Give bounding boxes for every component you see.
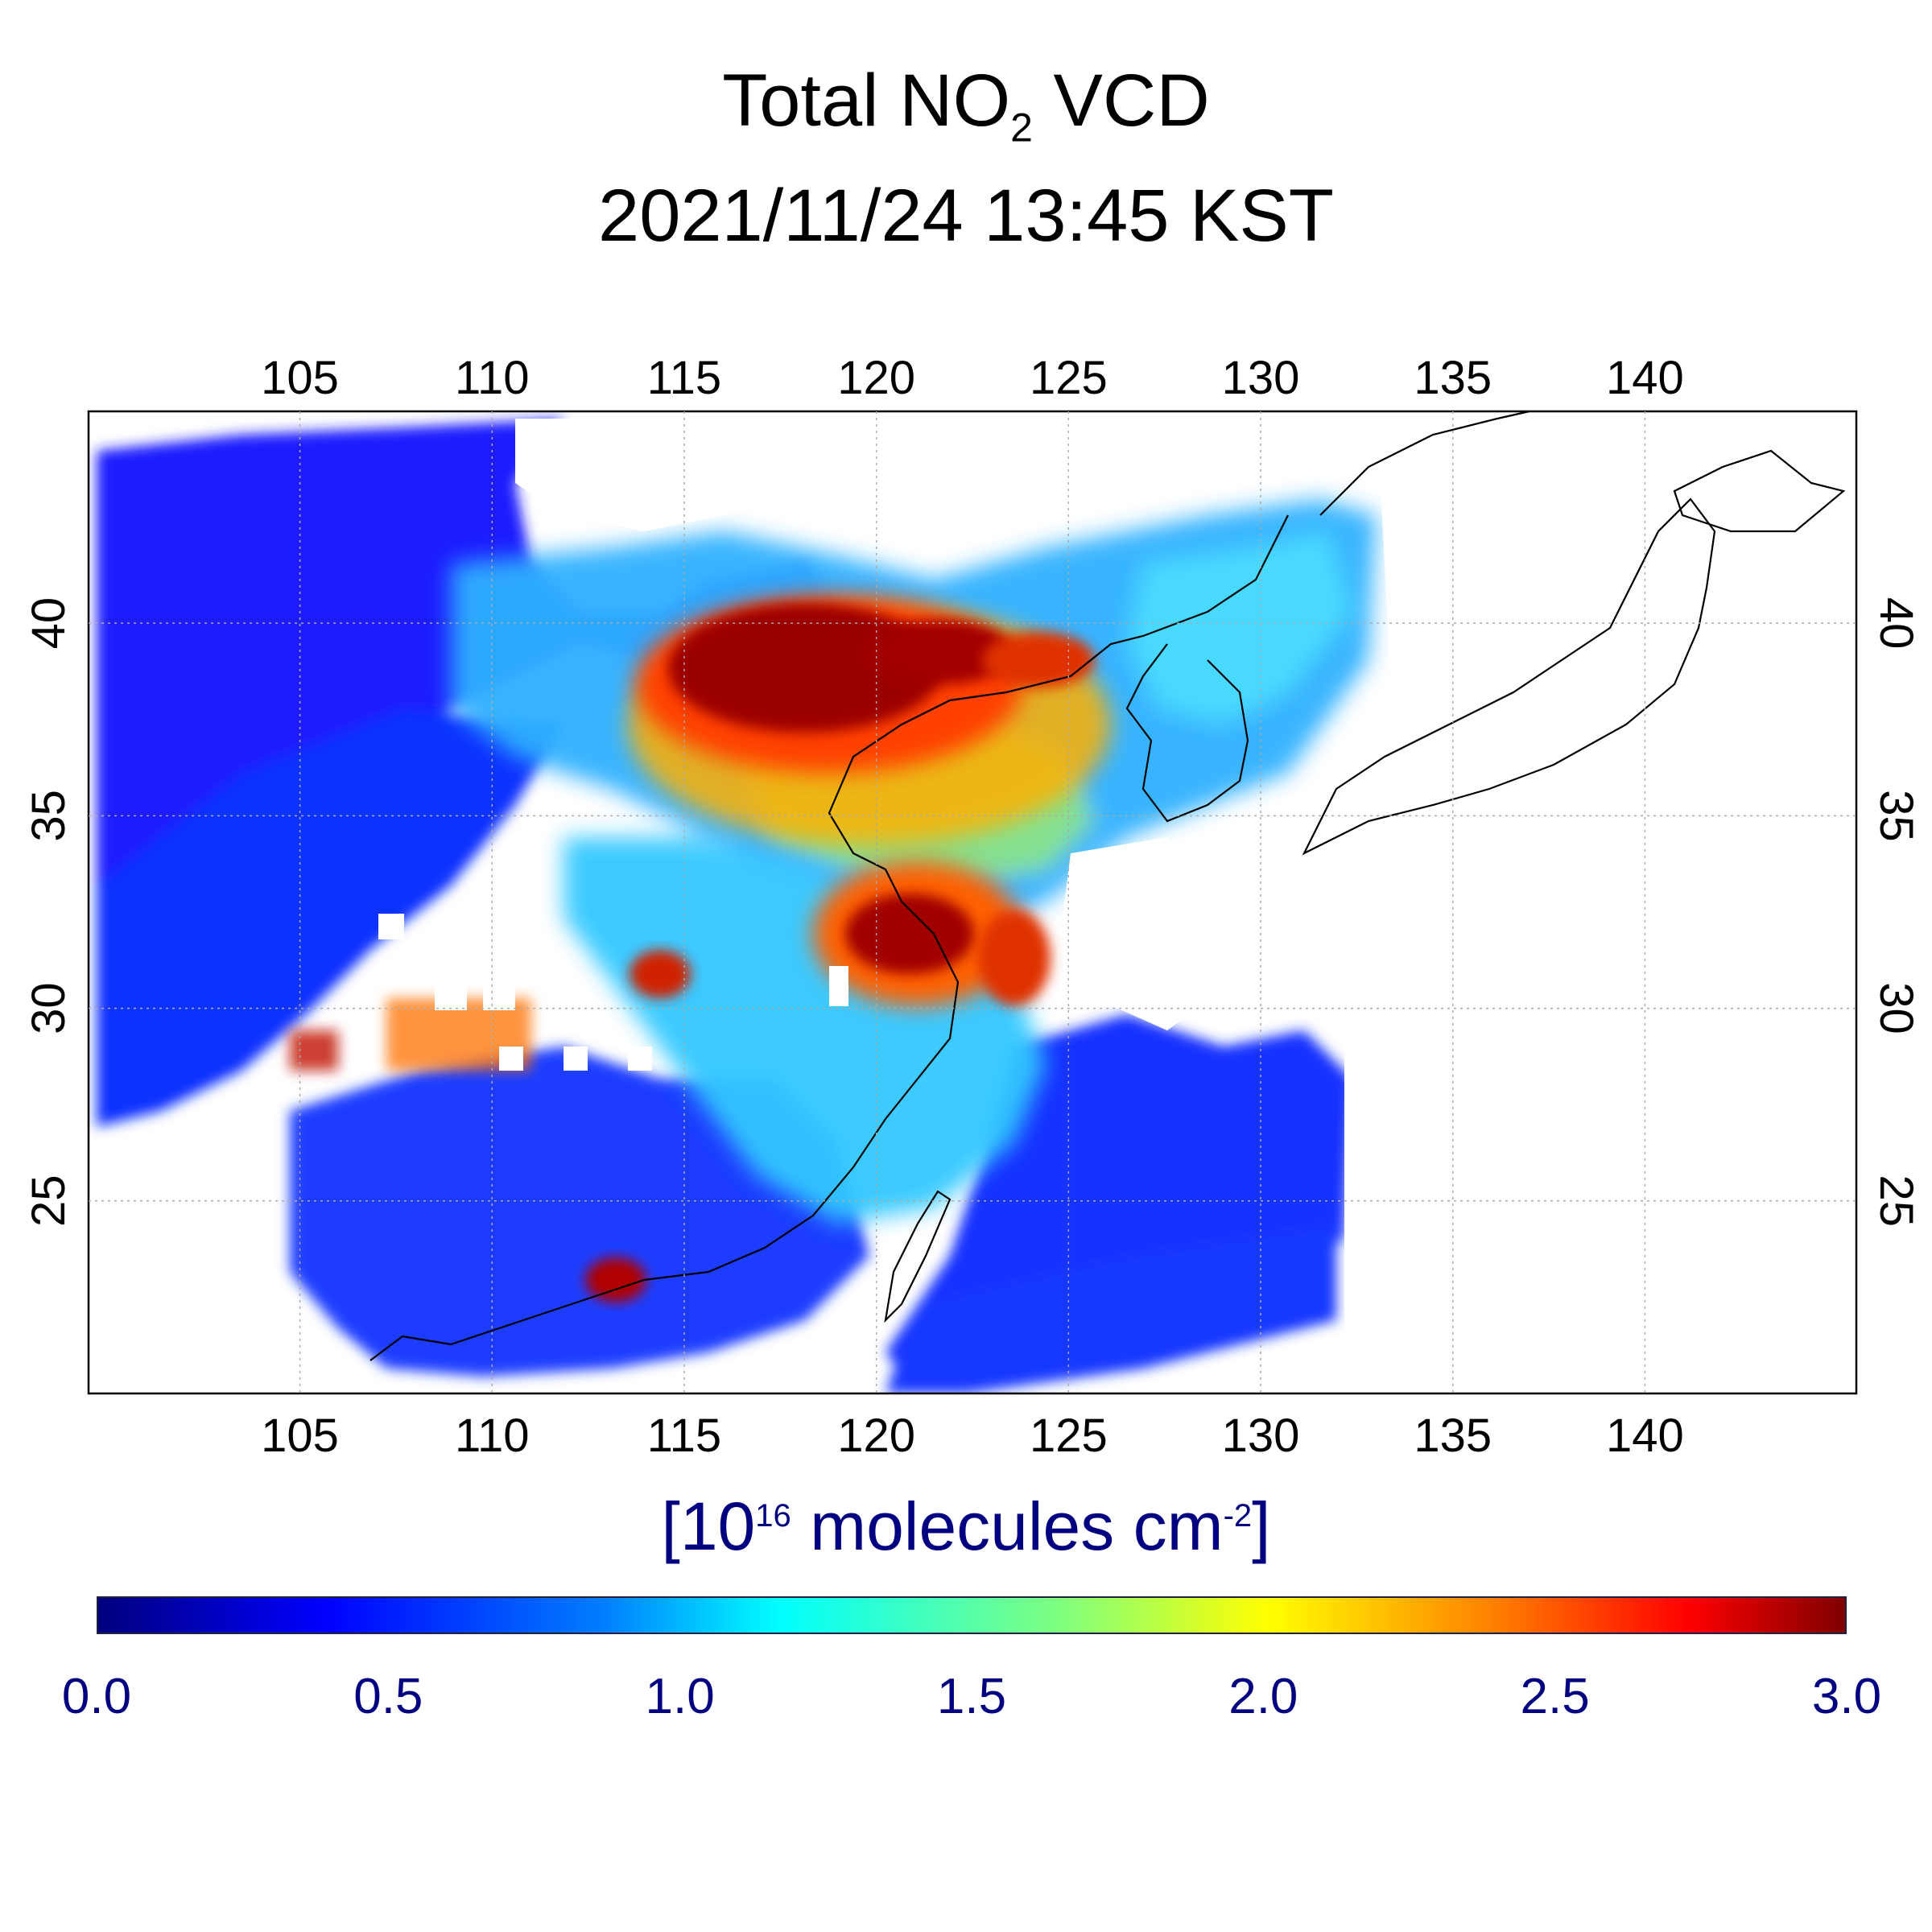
lon-tick-top-115: 115 [647, 352, 721, 404]
colorbar [97, 1596, 1847, 1634]
lon-tick-top-135: 135 [1414, 352, 1492, 404]
hotspot-yangtze-delta [813, 861, 1051, 1006]
colorbar-tick-1.0: 1.0 [645, 1669, 715, 1724]
lon-tick-top-125: 125 [1030, 352, 1108, 404]
swath-west [97, 708, 564, 1127]
units-exponent-2: -2 [1223, 1498, 1253, 1534]
colorbar-tick-2.5: 2.5 [1520, 1669, 1590, 1724]
lon-tick-top-140: 140 [1606, 352, 1684, 404]
colorbar-tick-1.5: 1.5 [936, 1669, 1007, 1724]
coast-taiwan [884, 1190, 952, 1323]
lon-tick-bottom-120: 120 [837, 1410, 915, 1462]
coast-russia [1319, 410, 1530, 516]
lat-lon-grid [89, 411, 1856, 1393]
coast-china [369, 514, 1289, 1361]
lat-tick-left-40: 40 [23, 597, 75, 650]
colorbar-tick-0.0: 0.0 [61, 1669, 132, 1724]
lon-tick-top-110: 110 [455, 352, 529, 404]
coastlines [369, 410, 1846, 1361]
lon-tick-top-120: 120 [837, 352, 915, 404]
hotspot-pearl-delta [585, 1257, 646, 1302]
coast-hokkaido [1673, 449, 1846, 533]
lon-tick-bottom-135: 135 [1414, 1410, 1492, 1462]
lat-tick-right-40: 40 [1870, 597, 1922, 650]
colorbar-tick-3.0: 3.0 [1811, 1669, 1882, 1724]
lat-tick-right-35: 35 [1870, 790, 1922, 842]
units-suffix: ] [1252, 1488, 1271, 1564]
belt-korea [1127, 531, 1352, 724]
lat-tick-left-35: 35 [23, 790, 75, 842]
map-frame [87, 410, 1858, 1395]
lat-tick-left-25: 25 [23, 1175, 75, 1228]
lat-tick-right-25: 25 [1870, 1175, 1922, 1228]
missing-data-blocks [378, 914, 848, 1071]
swath-pacific-south [886, 1224, 1336, 1393]
lon-tick-top-130: 130 [1222, 352, 1300, 404]
lon-tick-bottom-115: 115 [647, 1410, 721, 1462]
lon-tick-top-105: 105 [261, 352, 339, 404]
title-suffix: VCD [1032, 60, 1210, 142]
title-line-2: 2021/11/24 13:45 KST [598, 175, 1334, 258]
units-prefix: [10 [661, 1488, 756, 1564]
units-exponent: 16 [755, 1498, 791, 1534]
chart-title: Total NO2 VCD 2021/11/24 13:45 KST [0, 56, 1932, 260]
title-subscript: 2 [1010, 105, 1033, 151]
no-data-north [515, 419, 853, 531]
lon-tick-bottom-125: 125 [1030, 1410, 1108, 1462]
lon-tick-bottom-140: 140 [1606, 1410, 1684, 1462]
lat-tick-left-30: 30 [23, 982, 75, 1034]
no-data-east [1344, 419, 1856, 1393]
colorbar-units: [1016 molecules cm-2] [0, 1488, 1932, 1566]
units-mid: molecules cm [791, 1488, 1224, 1564]
hotspot-wuhan [630, 950, 691, 998]
lon-tick-bottom-130: 130 [1222, 1410, 1300, 1462]
coast-japan [1302, 497, 1716, 856]
lat-tick-right-30: 30 [1870, 982, 1922, 1034]
colorbar-tick-0.5: 0.5 [353, 1669, 423, 1724]
lon-tick-bottom-110: 110 [455, 1410, 529, 1462]
coast-korea [1125, 643, 1249, 823]
title-prefix: Total NO [722, 60, 1011, 142]
hotspot-north-china-plain [628, 596, 1111, 845]
no-data-ocean [1063, 837, 1256, 1030]
title-line-1: Total NO2 VCD [0, 56, 1932, 171]
lon-tick-bottom-105: 105 [261, 1410, 339, 1462]
colorbar-tick-2.0: 2.0 [1228, 1669, 1298, 1724]
